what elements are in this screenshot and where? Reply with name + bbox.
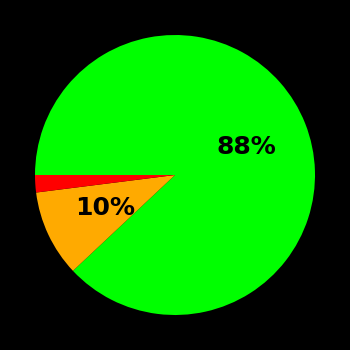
Text: 88%: 88%: [217, 135, 276, 159]
Text: 10%: 10%: [75, 196, 135, 220]
Wedge shape: [35, 175, 175, 192]
Wedge shape: [35, 35, 315, 315]
Wedge shape: [36, 175, 175, 271]
